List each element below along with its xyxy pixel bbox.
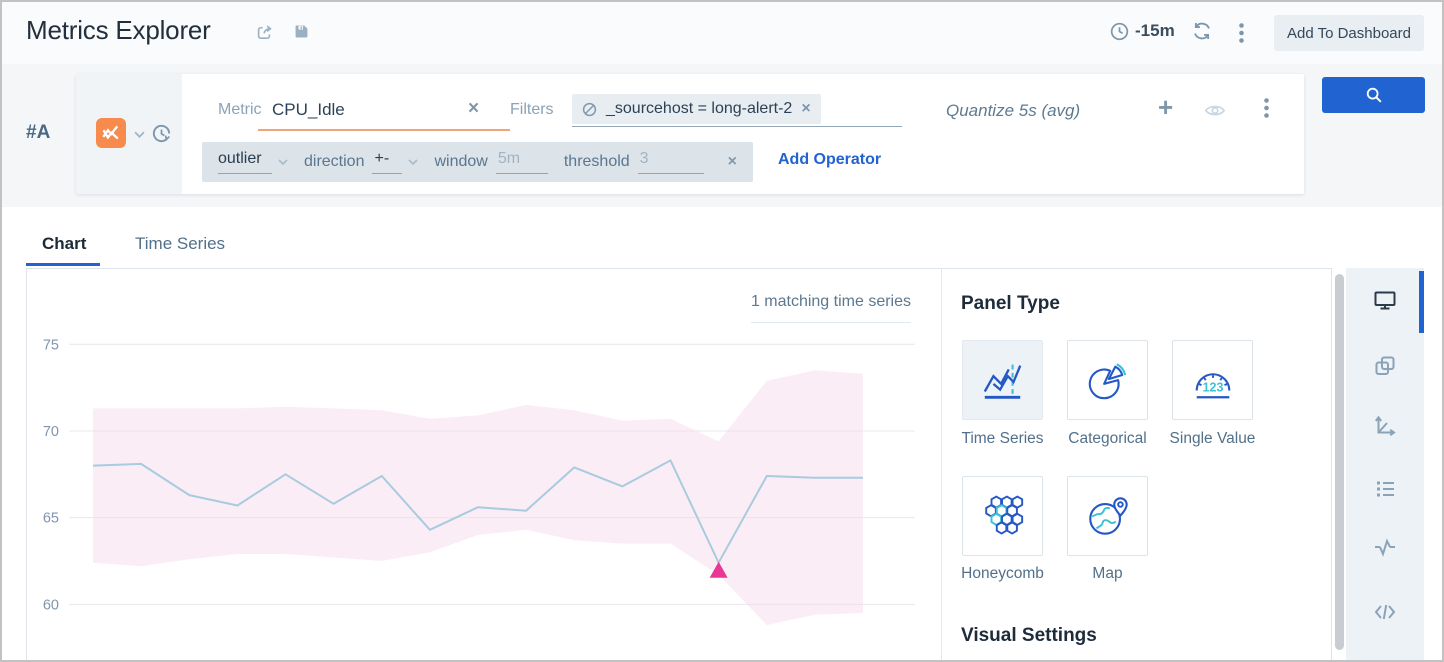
axes-icon[interactable] <box>1373 413 1397 437</box>
search-icon <box>1366 87 1382 103</box>
tab-time-series[interactable]: Time Series <box>135 234 226 253</box>
panel-type-label: Time Series <box>961 430 1044 447</box>
map-panel-icon <box>1088 497 1128 535</box>
code-icon[interactable] <box>1373 600 1397 624</box>
time-range-value[interactable]: -15m <box>1135 21 1175 40</box>
filters-field-label: Filters <box>510 101 554 118</box>
filter-chip-label: _sourcehost = long-alert-2 <box>606 100 793 117</box>
panel-type-label: Honeycomb <box>961 565 1044 582</box>
tab-chart[interactable]: Chart <box>42 234 87 253</box>
save-icon[interactable] <box>293 23 310 40</box>
panel-settings-pane: Panel Type <box>941 269 1333 660</box>
panel-type-honeycomb[interactable] <box>962 476 1043 556</box>
panel-type-map[interactable] <box>1067 476 1148 556</box>
categorical-panel-icon <box>1088 363 1126 400</box>
add-query-plus-icon[interactable]: + <box>1158 92 1174 122</box>
chart-panel-card: 1 matching time series 60 65 70 75 Panel Ty… <box>26 268 1333 662</box>
panel-type-label: Categorical <box>1068 430 1147 447</box>
panel-type-heading: Panel Type <box>961 293 1060 314</box>
direction-param-label: direction <box>304 153 365 170</box>
panel-type-categorical[interactable] <box>1067 340 1148 420</box>
panel-type-label: Map <box>1092 565 1123 582</box>
run-search-button[interactable] <box>1322 77 1425 113</box>
filters-input-underline <box>572 126 902 127</box>
time-range-clock-icon[interactable] <box>1109 21 1130 42</box>
svg-text:123: 123 <box>1202 381 1223 395</box>
operator-chevron-icon[interactable] <box>278 159 288 165</box>
query-type-cell <box>76 74 182 194</box>
settings-scrollbar-thumb[interactable] <box>1335 274 1344 650</box>
time-series-chart[interactable]: 60 65 70 75 <box>41 320 941 662</box>
threshold-param-label: threshold <box>563 153 630 170</box>
filter-chip-remove-icon[interactable]: × <box>801 100 811 117</box>
panel-type-single-value[interactable]: 123 <box>1172 340 1253 420</box>
matching-series-count: 1 matching time series <box>627 293 911 324</box>
query-type-chevron-icon[interactable] <box>134 131 145 138</box>
overlay-panels-icon[interactable] <box>1373 354 1397 378</box>
svg-text:75: 75 <box>43 337 59 353</box>
outlier-operator-pill: outlier direction +- window 5m threshold… <box>202 142 754 182</box>
svg-text:60: 60 <box>43 597 59 613</box>
metric-input[interactable]: CPU_Idle <box>272 100 345 119</box>
view-tabs: Chart Time Series <box>2 207 1442 268</box>
time-series-panel-icon <box>983 364 1021 399</box>
header: Metrics Explorer -15m Add To Dashboard <box>2 2 1442 180</box>
honeycomb-panel-icon <box>984 495 1023 535</box>
add-to-dashboard-button[interactable]: Add To Dashboard <box>1274 15 1424 51</box>
visibility-eye-icon[interactable] <box>1204 103 1226 118</box>
metrics-zigzag-icon <box>102 125 119 140</box>
panel-type-time-series[interactable] <box>962 340 1043 420</box>
legend-list-icon[interactable] <box>1373 477 1397 501</box>
display-icon[interactable] <box>1373 288 1397 312</box>
quantize-setting[interactable]: Quantize 5s (avg) <box>946 101 1081 120</box>
operator-remove-icon[interactable]: × <box>727 153 738 170</box>
share-icon[interactable] <box>255 23 274 42</box>
active-tab-indicator <box>26 263 100 266</box>
page-title: Metrics Explorer <box>26 15 211 45</box>
panel-type-label: Single Value <box>1169 430 1256 447</box>
exclude-filter-icon <box>582 102 597 117</box>
panel-divider <box>941 269 942 660</box>
query-card: Metric CPU_Idle × Filters _sourcehost = … <box>76 74 1304 194</box>
visual-settings-heading: Visual Settings <box>961 625 1097 646</box>
metric-clear-icon[interactable]: × <box>468 98 480 119</box>
svg-text:65: 65 <box>43 511 59 527</box>
single-value-panel-icon: 123 <box>1195 373 1230 399</box>
query-kebab-menu-icon[interactable] <box>1264 98 1269 118</box>
direction-chevron-icon[interactable] <box>408 159 419 165</box>
direction-param-value[interactable]: +- <box>372 150 403 174</box>
window-param-input[interactable]: 5m <box>495 150 548 174</box>
threshold-param-input[interactable]: 3 <box>637 150 704 174</box>
anomaly-line-icon[interactable] <box>1373 536 1397 560</box>
query-section: #A Metric CPU_Idle × Filters <box>2 64 1442 207</box>
window-param-label: window <box>434 153 488 170</box>
metric-query-type-button[interactable] <box>96 118 126 148</box>
active-toolbar-indicator <box>1419 271 1424 333</box>
header-kebab-menu-icon[interactable] <box>1239 23 1244 43</box>
operator-name-dropdown[interactable]: outlier <box>218 150 272 174</box>
right-sidebar-toolbar <box>1346 268 1424 660</box>
svg-text:70: 70 <box>43 424 59 440</box>
refresh-icon[interactable] <box>1191 20 1213 42</box>
metric-field-label: Metric <box>218 101 262 118</box>
filter-chip[interactable]: _sourcehost = long-alert-2 × <box>572 94 821 124</box>
query-history-icon[interactable] <box>150 122 173 145</box>
add-operator-link[interactable]: Add Operator <box>778 151 882 168</box>
metric-input-underline <box>258 129 510 131</box>
query-row-label: #A <box>26 122 51 143</box>
